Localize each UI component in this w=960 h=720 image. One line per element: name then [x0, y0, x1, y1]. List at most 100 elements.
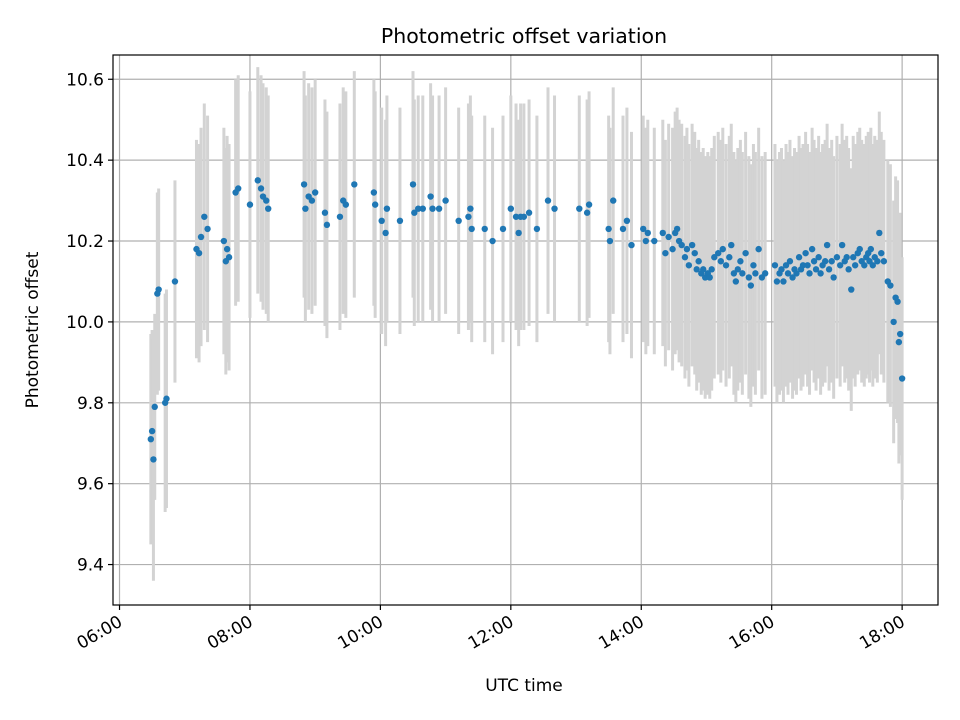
- data-point: [489, 237, 496, 245]
- data-point: [583, 209, 591, 216]
- data-point: [726, 254, 733, 261]
- data-point: [887, 282, 894, 289]
- data-point: [163, 395, 170, 402]
- data-point: [850, 254, 857, 261]
- data-point: [808, 245, 816, 253]
- data-point: [235, 185, 242, 192]
- data-point: [321, 209, 329, 216]
- data-point: [576, 205, 583, 212]
- data-point: [544, 197, 552, 204]
- data-point: [265, 205, 272, 212]
- data-point: [467, 205, 474, 212]
- data-point: [695, 258, 702, 265]
- data-point: [773, 278, 781, 285]
- x-tick-label: 10:00: [334, 612, 386, 654]
- data-point: [623, 217, 631, 225]
- data-point: [722, 262, 730, 269]
- data-point: [148, 427, 156, 435]
- data-point: [836, 262, 844, 269]
- data-point: [848, 286, 855, 293]
- data-point: [673, 225, 681, 233]
- data-point: [708, 266, 715, 273]
- data-point: [681, 254, 689, 261]
- data-point: [876, 229, 883, 237]
- plot-frame: [112, 54, 939, 606]
- data-point: [761, 270, 769, 277]
- data-point: [257, 185, 265, 192]
- data-point: [812, 266, 820, 273]
- data-point: [383, 205, 391, 212]
- data-point: [419, 205, 426, 212]
- data-point: [151, 403, 158, 411]
- data-point: [691, 249, 698, 257]
- data-point: [804, 262, 811, 269]
- data-point: [737, 258, 744, 265]
- data-point: [323, 221, 331, 229]
- data-point: [843, 254, 850, 261]
- data-point: [693, 266, 700, 273]
- data-point: [220, 237, 228, 245]
- data-point: [688, 241, 696, 249]
- point-layer: [147, 177, 906, 463]
- data-point: [351, 181, 358, 188]
- data-point: [455, 217, 462, 225]
- data-point: [874, 258, 881, 265]
- data-point: [793, 270, 800, 277]
- data-point: [197, 233, 205, 241]
- data-point: [752, 270, 759, 277]
- data-point: [669, 245, 676, 253]
- y-axis-title: Photometric offset: [23, 251, 43, 408]
- y-tick-label: 9.8: [77, 394, 104, 414]
- data-point: [739, 270, 746, 277]
- data-point: [851, 262, 859, 269]
- data-point: [147, 435, 155, 443]
- data-point: [845, 266, 852, 273]
- data-point: [833, 254, 841, 261]
- data-point: [515, 229, 522, 237]
- data-point: [263, 197, 270, 204]
- data-point: [817, 270, 824, 277]
- data-point: [896, 330, 904, 338]
- data-point: [747, 282, 755, 289]
- data-point: [734, 266, 741, 273]
- x-tick-label: 16:00: [726, 612, 778, 654]
- data-point: [728, 241, 735, 249]
- data-point: [223, 245, 231, 253]
- data-point: [825, 266, 833, 273]
- data-point: [782, 262, 790, 269]
- data-point: [468, 225, 475, 233]
- data-point: [742, 249, 749, 257]
- data-point: [867, 245, 875, 253]
- data-point: [195, 249, 203, 257]
- data-point: [254, 177, 261, 184]
- data-point: [828, 258, 835, 265]
- data-point: [411, 209, 418, 216]
- data-point: [465, 213, 472, 220]
- data-point: [755, 245, 762, 253]
- data-point: [382, 229, 389, 237]
- data-point: [371, 201, 379, 208]
- data-point: [409, 181, 417, 188]
- data-point: [715, 249, 722, 257]
- data-point: [869, 262, 876, 269]
- data-point: [878, 249, 885, 257]
- data-point: [700, 266, 707, 273]
- data-point: [429, 205, 436, 212]
- data-point: [706, 274, 713, 281]
- data-point: [662, 249, 669, 257]
- x-tick-label: 06:00: [74, 612, 126, 654]
- chart-title: Photometric offset variation: [381, 24, 667, 48]
- y-tick-label: 9.6: [77, 475, 104, 495]
- data-point: [745, 274, 753, 281]
- data-point: [628, 241, 635, 249]
- data-point: [396, 217, 404, 225]
- data-point: [415, 205, 422, 212]
- data-point: [342, 201, 350, 208]
- y-tick-label: 10.2: [66, 232, 104, 252]
- data-point: [442, 197, 449, 204]
- data-point: [799, 262, 807, 269]
- data-point: [302, 205, 309, 212]
- data-point: [838, 241, 846, 249]
- x-tick-label: 12:00: [465, 612, 517, 654]
- y-tick-label: 10.4: [66, 151, 104, 171]
